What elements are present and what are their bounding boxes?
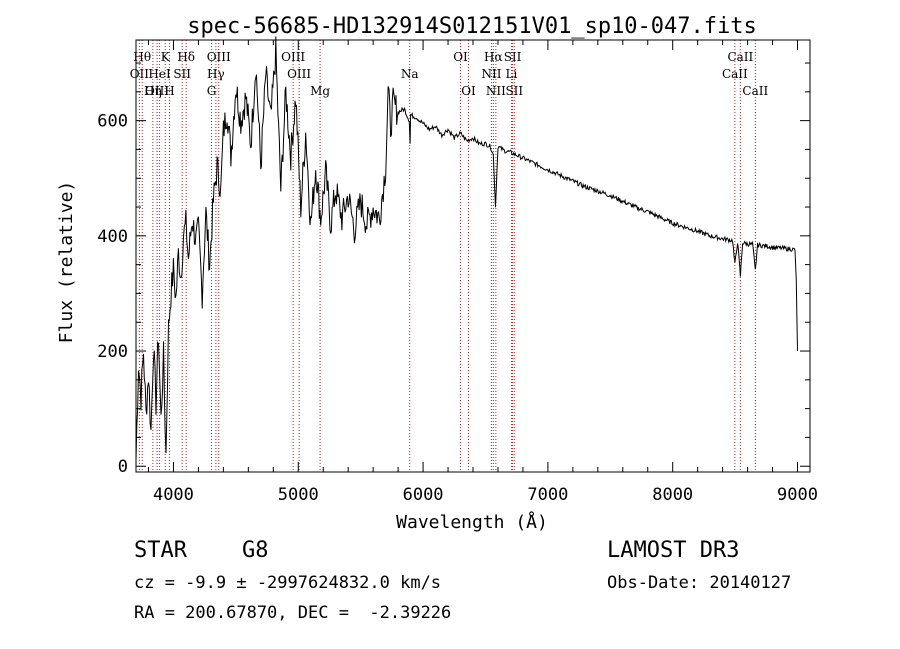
spectral-line-label: H xyxy=(164,84,174,98)
spectral-line-label: CaII xyxy=(722,67,748,81)
spectral-line-label: Hθ xyxy=(133,50,151,64)
spectral-line-label: SII xyxy=(504,50,522,64)
spectral-line-label: Na xyxy=(401,67,419,81)
spectral-line-label: OIII xyxy=(207,50,231,64)
spectral-line-label: Hγ xyxy=(207,67,225,81)
x-tick-label: 7000 xyxy=(527,485,568,505)
y-tick-label: 0 xyxy=(118,457,128,477)
coordinates: RA = 200.67870, DEC = -2.39226 xyxy=(134,603,452,623)
spectral-line-label: NII xyxy=(481,67,501,81)
object-subclass: G8 xyxy=(242,538,269,563)
observation-date: Obs-Date: 20140127 xyxy=(607,573,792,593)
spectral-line-label: CaII xyxy=(742,84,768,98)
x-tick-label: 6000 xyxy=(403,485,444,505)
spectral-line-label: CaII xyxy=(727,50,753,64)
spectral-line-label: SII xyxy=(173,67,191,81)
spectral-line-label: OIII xyxy=(145,84,169,98)
spectral-line-label: Hδ xyxy=(177,50,195,64)
spectral-lines-layer xyxy=(138,40,756,472)
spectral-line-label: OII xyxy=(130,67,150,81)
x-axis-label: Wavelength (Å) xyxy=(396,511,548,533)
x-tick-label: 8000 xyxy=(652,485,693,505)
y-tick-label: 200 xyxy=(97,342,128,362)
spectral-line-label: OIII xyxy=(287,67,311,81)
spectral-line-label: OI xyxy=(453,50,468,64)
plot-frame xyxy=(135,39,811,473)
spectral-line-label: SII xyxy=(505,84,523,98)
y-tick-label: 600 xyxy=(97,112,128,132)
spectral-line-label: OIII xyxy=(281,50,305,64)
spectral-line-label: Hη xyxy=(144,84,162,98)
spectral-line-label: Hα xyxy=(484,50,503,64)
y-tick-label: 400 xyxy=(97,227,128,247)
x-tick-label: 9000 xyxy=(777,485,818,505)
spectral-line-label: K xyxy=(161,50,171,64)
survey-name: LAMOST DR3 xyxy=(607,538,740,563)
spectral-line-label: OI xyxy=(461,84,476,98)
flux-series-line xyxy=(135,36,798,461)
y-axis-label: Flux (relative) xyxy=(56,181,77,344)
object-class: STAR xyxy=(134,538,187,563)
spectral-line-label: G xyxy=(207,84,217,98)
spectral-line-label: HeI xyxy=(148,67,171,81)
axis-ticks: 4000 5000 6000 7000 8000 9000 0 200 400 600 xyxy=(97,40,818,505)
x-tick-label: 5000 xyxy=(278,485,319,505)
redshift-cz: cz = -9.9 ± -2997624832.0 km/s xyxy=(134,573,442,593)
spectral-line-label: Li xyxy=(506,67,518,81)
spectral-line-label: NII xyxy=(486,84,506,98)
chart-title: spec-56685-HD132914S012151V01_sp10-047.f… xyxy=(187,14,757,39)
x-tick-label: 4000 xyxy=(153,485,194,505)
spectral-line-label: Mg xyxy=(310,84,330,98)
